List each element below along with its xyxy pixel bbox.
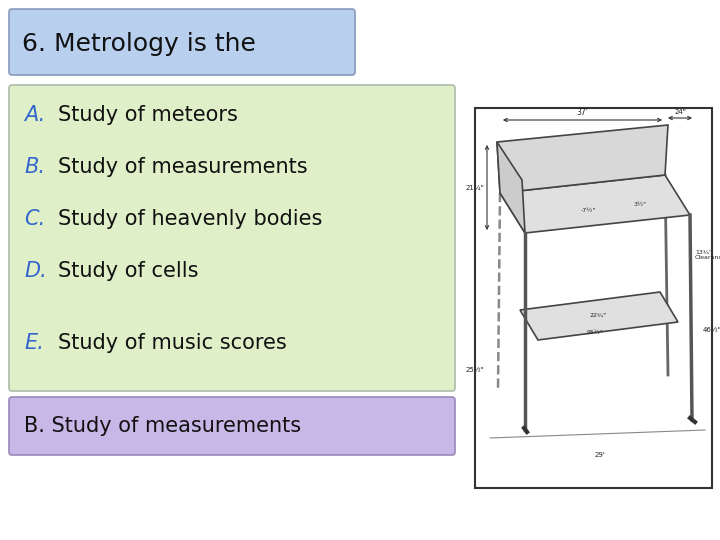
Text: D.: D.: [24, 261, 47, 281]
Polygon shape: [520, 292, 678, 340]
Text: Study of cells: Study of cells: [58, 261, 199, 281]
Bar: [475, 108, 712, 488]
Text: Study of music scores: Study of music scores: [58, 333, 287, 353]
Text: 13¾'
Clearance: 13¾' Clearance: [695, 249, 720, 260]
Text: 95½": 95½": [587, 330, 603, 335]
Text: E.: E.: [24, 333, 44, 353]
Text: B.: B.: [24, 157, 45, 177]
Polygon shape: [500, 175, 690, 233]
FancyBboxPatch shape: [9, 397, 455, 455]
Text: 24": 24": [674, 109, 686, 115]
Text: -7½": -7½": [580, 207, 595, 213]
Text: 3½": 3½": [634, 202, 647, 207]
Text: 22¾": 22¾": [590, 313, 606, 318]
Text: A.: A.: [24, 105, 45, 125]
Text: 37': 37': [576, 108, 588, 117]
Text: 25½": 25½": [465, 367, 484, 373]
Text: Study of meteors: Study of meteors: [58, 105, 238, 125]
FancyBboxPatch shape: [9, 9, 355, 75]
Text: Study of heavenly bodies: Study of heavenly bodies: [58, 209, 323, 229]
Text: 46½": 46½": [703, 327, 720, 333]
Polygon shape: [497, 142, 525, 233]
Text: Study of measurements: Study of measurements: [58, 157, 307, 177]
FancyBboxPatch shape: [9, 85, 455, 391]
Text: 6. Metrology is the: 6. Metrology is the: [22, 32, 256, 56]
Text: 21¼": 21¼": [465, 185, 484, 191]
Text: 29': 29': [595, 452, 606, 458]
Text: C.: C.: [24, 209, 45, 229]
Text: B. Study of measurements: B. Study of measurements: [24, 416, 301, 436]
Polygon shape: [497, 125, 668, 193]
